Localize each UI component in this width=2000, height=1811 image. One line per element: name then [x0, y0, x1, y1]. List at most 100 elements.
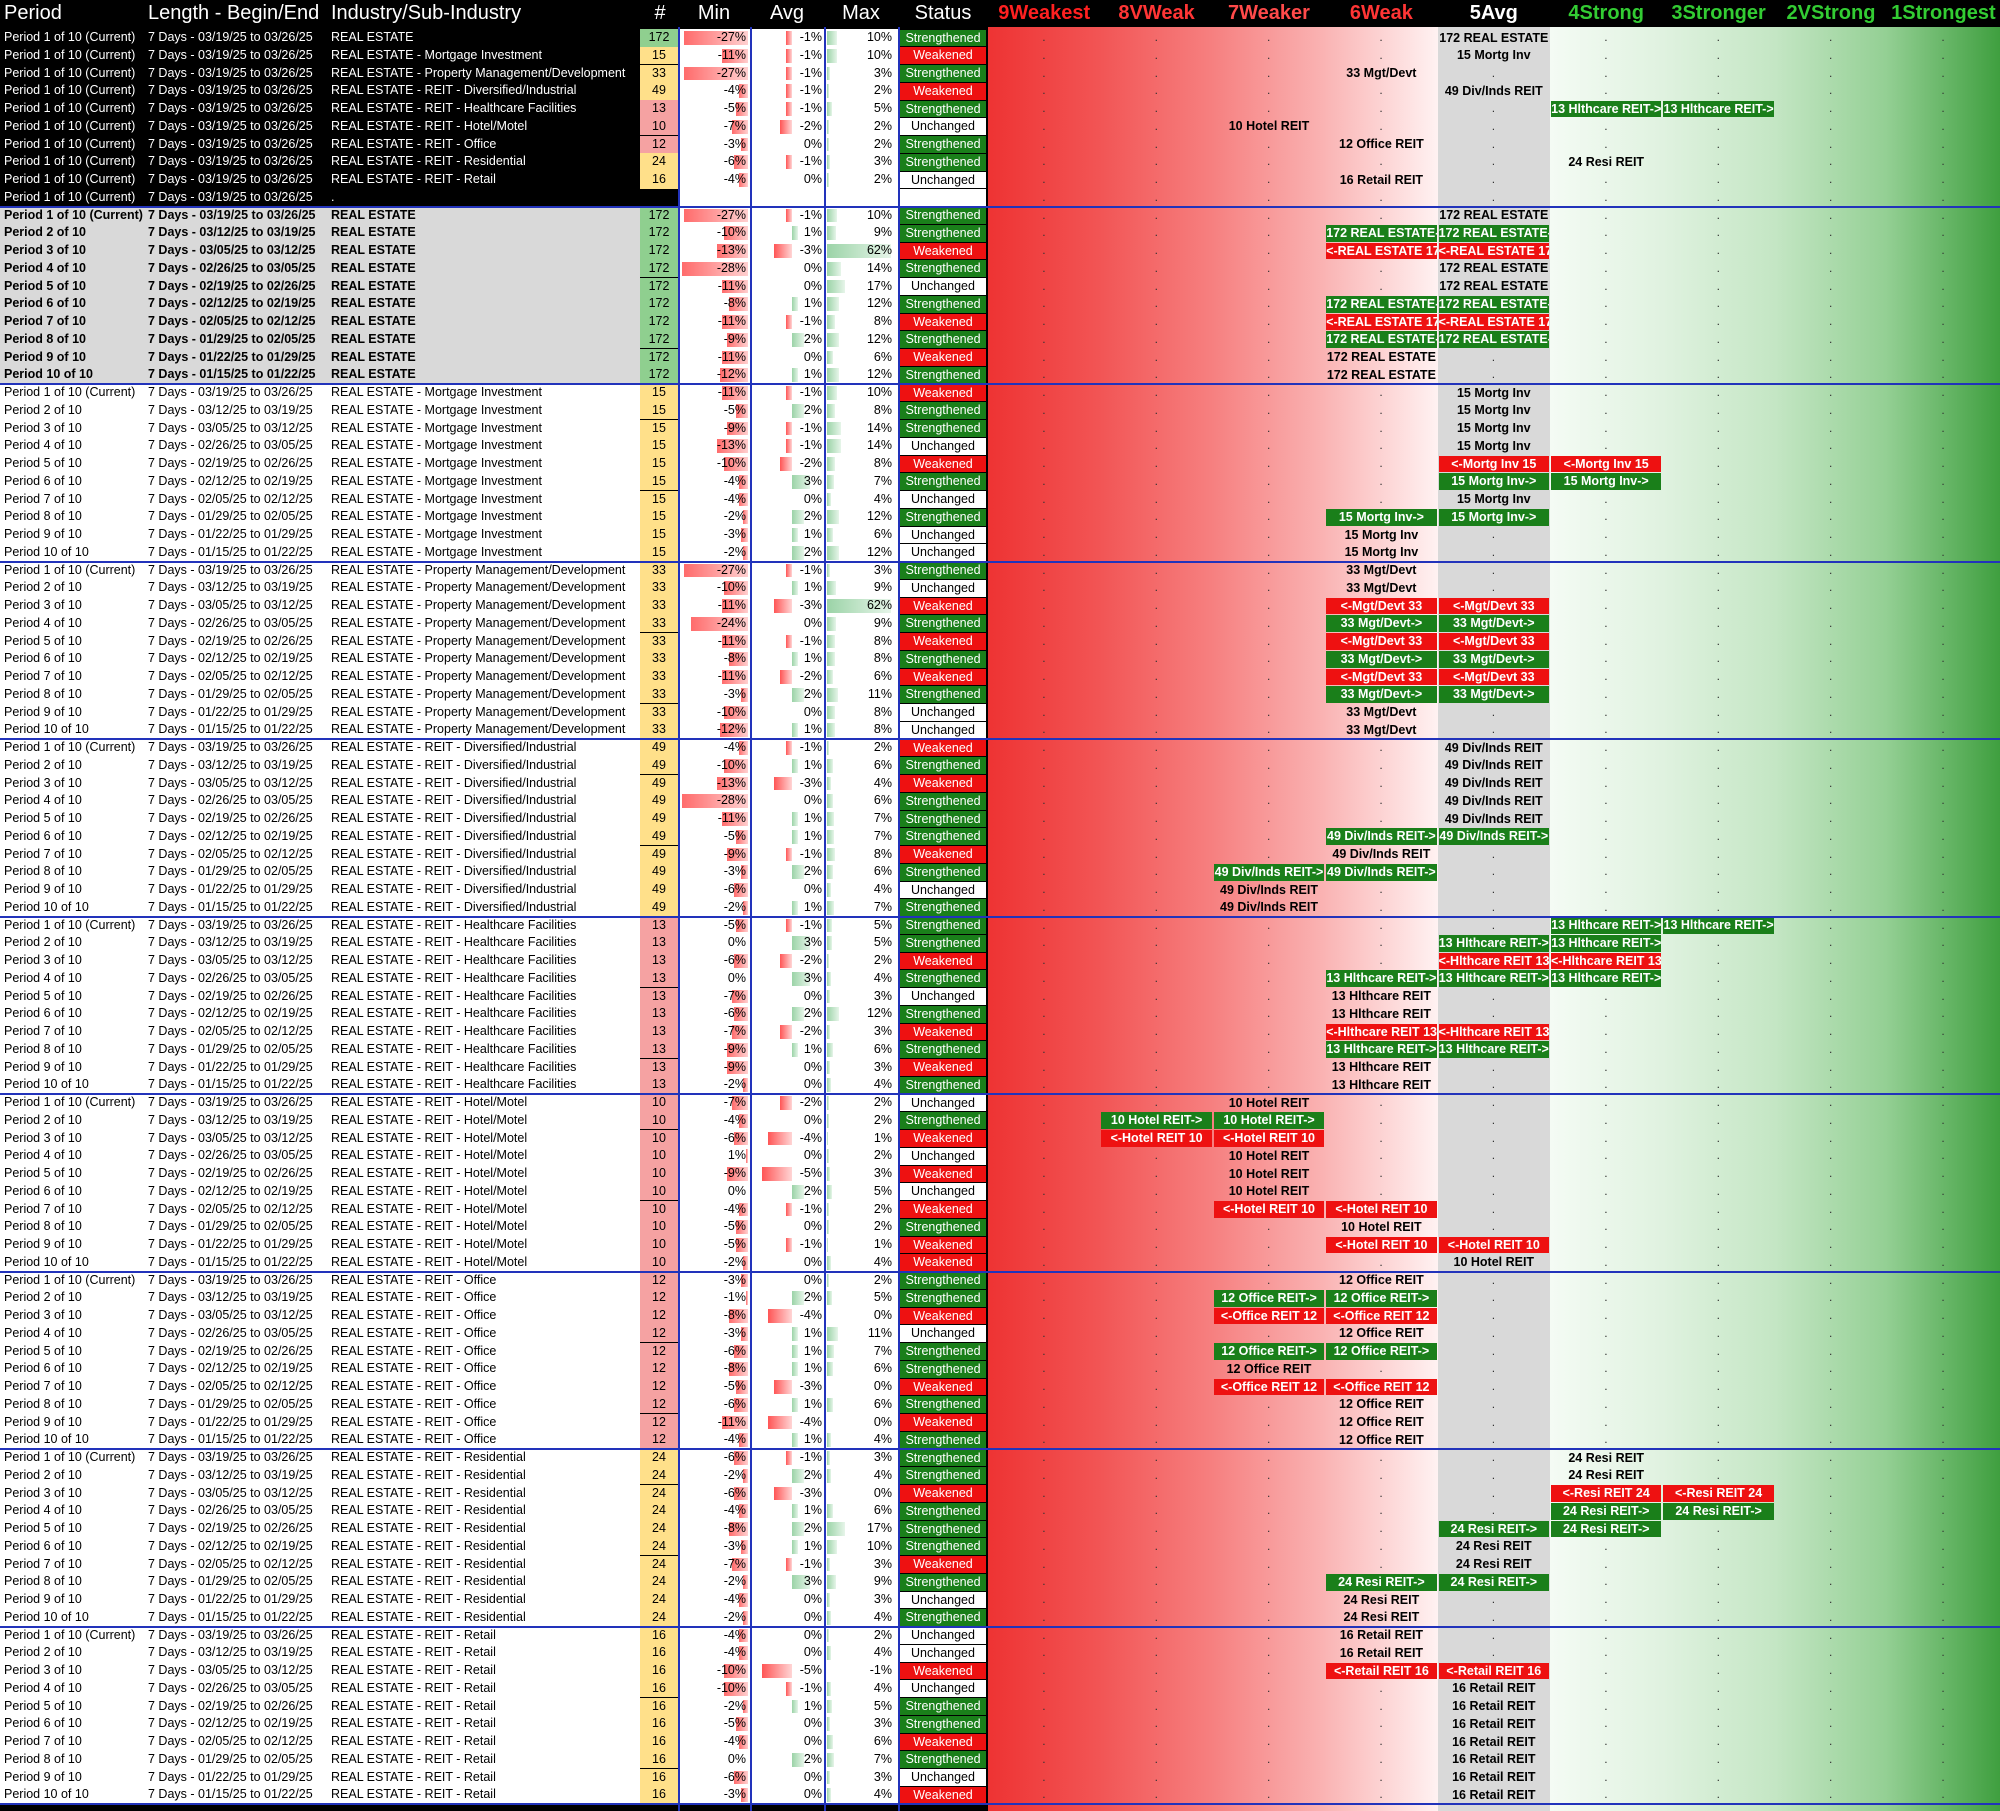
zone-dot: .	[1604, 385, 1608, 399]
zone-dot: .	[1604, 1183, 1608, 1198]
table-row[interactable]: Period 1 of 10 (Current) 7 Days - 03/19/2…	[0, 46, 988, 65]
table-row[interactable]: Period 1 of 10 (Current) 7 Days - 03/19/2…	[0, 64, 988, 83]
zone-dot: .	[1604, 757, 1608, 772]
zone-dot: .	[1604, 30, 1608, 44]
table-row[interactable]: Period 3 of 10 7 Days - 03/05/25 to 03/12…	[0, 242, 988, 260]
metric-cells-background	[678, 171, 900, 189]
table-row[interactable]: Period 3 of 10 7 Days - 03/05/25 to 03/12…	[0, 419, 988, 438]
period-cell: Period 4 of 10	[4, 260, 86, 275]
table-row[interactable]: Period 1 of 10 (Current) 7 Days - 03/19/2…	[0, 135, 988, 154]
max-bar	[827, 332, 840, 347]
zone-row: ....... 172 REAL ESTATE-> 172 REAL ESTATE-…	[0, 295, 2000, 313]
zone-dot: .	[1941, 1272, 1945, 1287]
zone-tag: 12 Office REIT->	[1326, 1343, 1437, 1360]
zone-row: ....... 33 Mgt/Devt-> 33 Mgt/Devt->	[0, 686, 2000, 704]
zone-dot: .	[1604, 1680, 1608, 1695]
zone-dot: .	[1154, 899, 1158, 914]
table-row[interactable]: Period 1 of 10 (Current) 7 Days - 03/19/2…	[0, 117, 988, 136]
zone-dot: .	[1042, 793, 1046, 808]
zone-dot: .	[1154, 953, 1158, 967]
zone-tag: 10 Hotel REIT->	[1213, 1112, 1325, 1129]
table-row[interactable]: Period 4 of 10 7 Days - 02/26/25 to 03/05…	[0, 437, 988, 455]
table-row[interactable]: Period 2 of 10 7 Days - 03/12/25 to 03/19…	[0, 224, 988, 242]
zone-dot: .	[1941, 1645, 1945, 1660]
count-cell: 172	[640, 366, 678, 384]
zone-dot: .	[1716, 296, 1720, 311]
table-row[interactable]: Period 1 of 10 (Current) 7 Days - 03/19/2…	[0, 384, 988, 402]
table-row[interactable]: Period 5 of 10 7 Days - 02/19/25 to 02/26…	[0, 277, 988, 296]
zone-dot: .	[1042, 420, 1046, 435]
zone-tag: <-Office REIT 12	[1326, 1378, 1437, 1396]
zone-dot: .	[1604, 882, 1608, 896]
table-row[interactable]: Period 8 of 10 7 Days - 01/29/25 to 02/05…	[0, 330, 988, 349]
zone-dot: .	[1829, 1095, 1833, 1109]
zone-dot: .	[1267, 473, 1271, 488]
zone-dot: .	[1604, 438, 1608, 453]
status-badge: Strengthened	[900, 29, 986, 47]
zone-dot: .	[1267, 243, 1271, 257]
zone-tag: 16 Retail REIT	[1452, 1734, 1536, 1749]
zone-dot: .	[1716, 1112, 1720, 1127]
table-row[interactable]: Period 1 of 10 (Current) 7 Days - 03/19/2…	[0, 82, 988, 100]
zone-dot: .	[1829, 1237, 1833, 1251]
zone-dot: .	[1379, 775, 1383, 790]
zone-dot: .	[1604, 580, 1608, 595]
zone-dot: .	[1042, 882, 1046, 896]
zone-dot: .	[1491, 154, 1496, 169]
period-cell: Period 1 of 10 (Current)	[4, 65, 136, 80]
table-row[interactable]: Period 7 of 10 7 Days - 02/05/25 to 02/12…	[0, 313, 988, 331]
zone-dot: .	[1154, 1538, 1158, 1553]
length-cell: 7 Days - 02/12/25 to 02/19/25	[148, 296, 316, 311]
table-row[interactable]: Period 1 of 10 (Current) 7 Days - 03/19/2…	[0, 171, 988, 189]
zone-dot: .	[1604, 1290, 1608, 1305]
zone-dot: .	[1604, 331, 1608, 346]
table-row[interactable]: Period 9 of 10 7 Days - 01/22/25 to 01/29…	[0, 348, 988, 367]
zone-dot: .	[1716, 1308, 1720, 1322]
zone-dot: .	[1042, 1769, 1046, 1784]
zone-dot: .	[1604, 1592, 1608, 1606]
zone-dot: .	[1267, 935, 1271, 950]
period-cell: Period 1 of 10 (Current)	[4, 118, 136, 133]
zone-dot: .	[1042, 598, 1046, 612]
zone-row: ....... 13 Hlthcare REIT-> 13 Hlthcare REI…	[0, 934, 2000, 952]
zone-dot: .	[1829, 456, 1833, 470]
zone-dot: .	[1491, 349, 1496, 364]
table-row[interactable]: Period 1 of 10 (Current) 7 Days - 03/19/2…	[0, 206, 988, 225]
zone-dot: .	[1829, 207, 1833, 222]
status-badge: Unchanged	[900, 171, 986, 189]
table-row[interactable]: Period 2 of 10 7 Days - 03/12/25 to 03/19…	[0, 401, 988, 420]
zone-dot: .	[1604, 1538, 1608, 1553]
table-row[interactable]: Period 1 of 10 (Current) 7 Days - 03/19/2…	[0, 29, 988, 47]
zone-dot: .	[1267, 438, 1271, 453]
zone-dot: .	[1042, 988, 1046, 1003]
table-row[interactable]: Period 6 of 10 7 Days - 02/12/25 to 02/19…	[0, 295, 988, 313]
zone-dot: .	[1941, 846, 1945, 861]
count-cell: 24	[640, 153, 678, 171]
zone-dot: .	[1267, 491, 1271, 506]
avg-bar	[792, 368, 798, 382]
zone-dot: .	[1829, 1059, 1833, 1074]
table-row[interactable]: Period 1 of 10 (Current) 7 Days - 03/19/2…	[0, 100, 988, 118]
zone-dot: .	[1491, 562, 1496, 577]
zone-dot: .	[1716, 349, 1720, 364]
zone-dot: .	[1829, 47, 1833, 62]
zone-dot: .	[1716, 775, 1720, 790]
zone-dot: .	[1829, 935, 1833, 950]
max-bar	[827, 297, 840, 311]
table-row[interactable]: Period 4 of 10 7 Days - 02/26/25 to 03/05…	[0, 259, 988, 278]
period-cell: Period 2 of 10	[4, 402, 82, 417]
zone-dot: .	[1154, 1219, 1158, 1234]
table-row[interactable]: Period 10 of 10 7 Days - 01/15/25 to 01/2…	[0, 366, 988, 384]
table-row[interactable]: Period 1 of 10 (Current) 7 Days - 03/19/2…	[0, 188, 988, 207]
zone-dot: .	[1491, 1503, 1496, 1518]
avg-value: -1%	[799, 154, 822, 169]
zone-dot: .	[1941, 970, 1945, 985]
zone-dot: .	[1941, 1148, 1945, 1163]
zone-dot: .	[1267, 1432, 1271, 1447]
zone-tag: <-Resi REIT 24	[1551, 1485, 1662, 1502]
zone-dot: .	[1267, 154, 1271, 169]
table-row[interactable]: Period 1 of 10 (Current) 7 Days - 03/19/2…	[0, 153, 988, 171]
zone-dot: .	[1267, 811, 1271, 825]
zone-dot: .	[1267, 385, 1271, 399]
zone-tag: 15 Mortg Inv->	[1326, 508, 1437, 526]
